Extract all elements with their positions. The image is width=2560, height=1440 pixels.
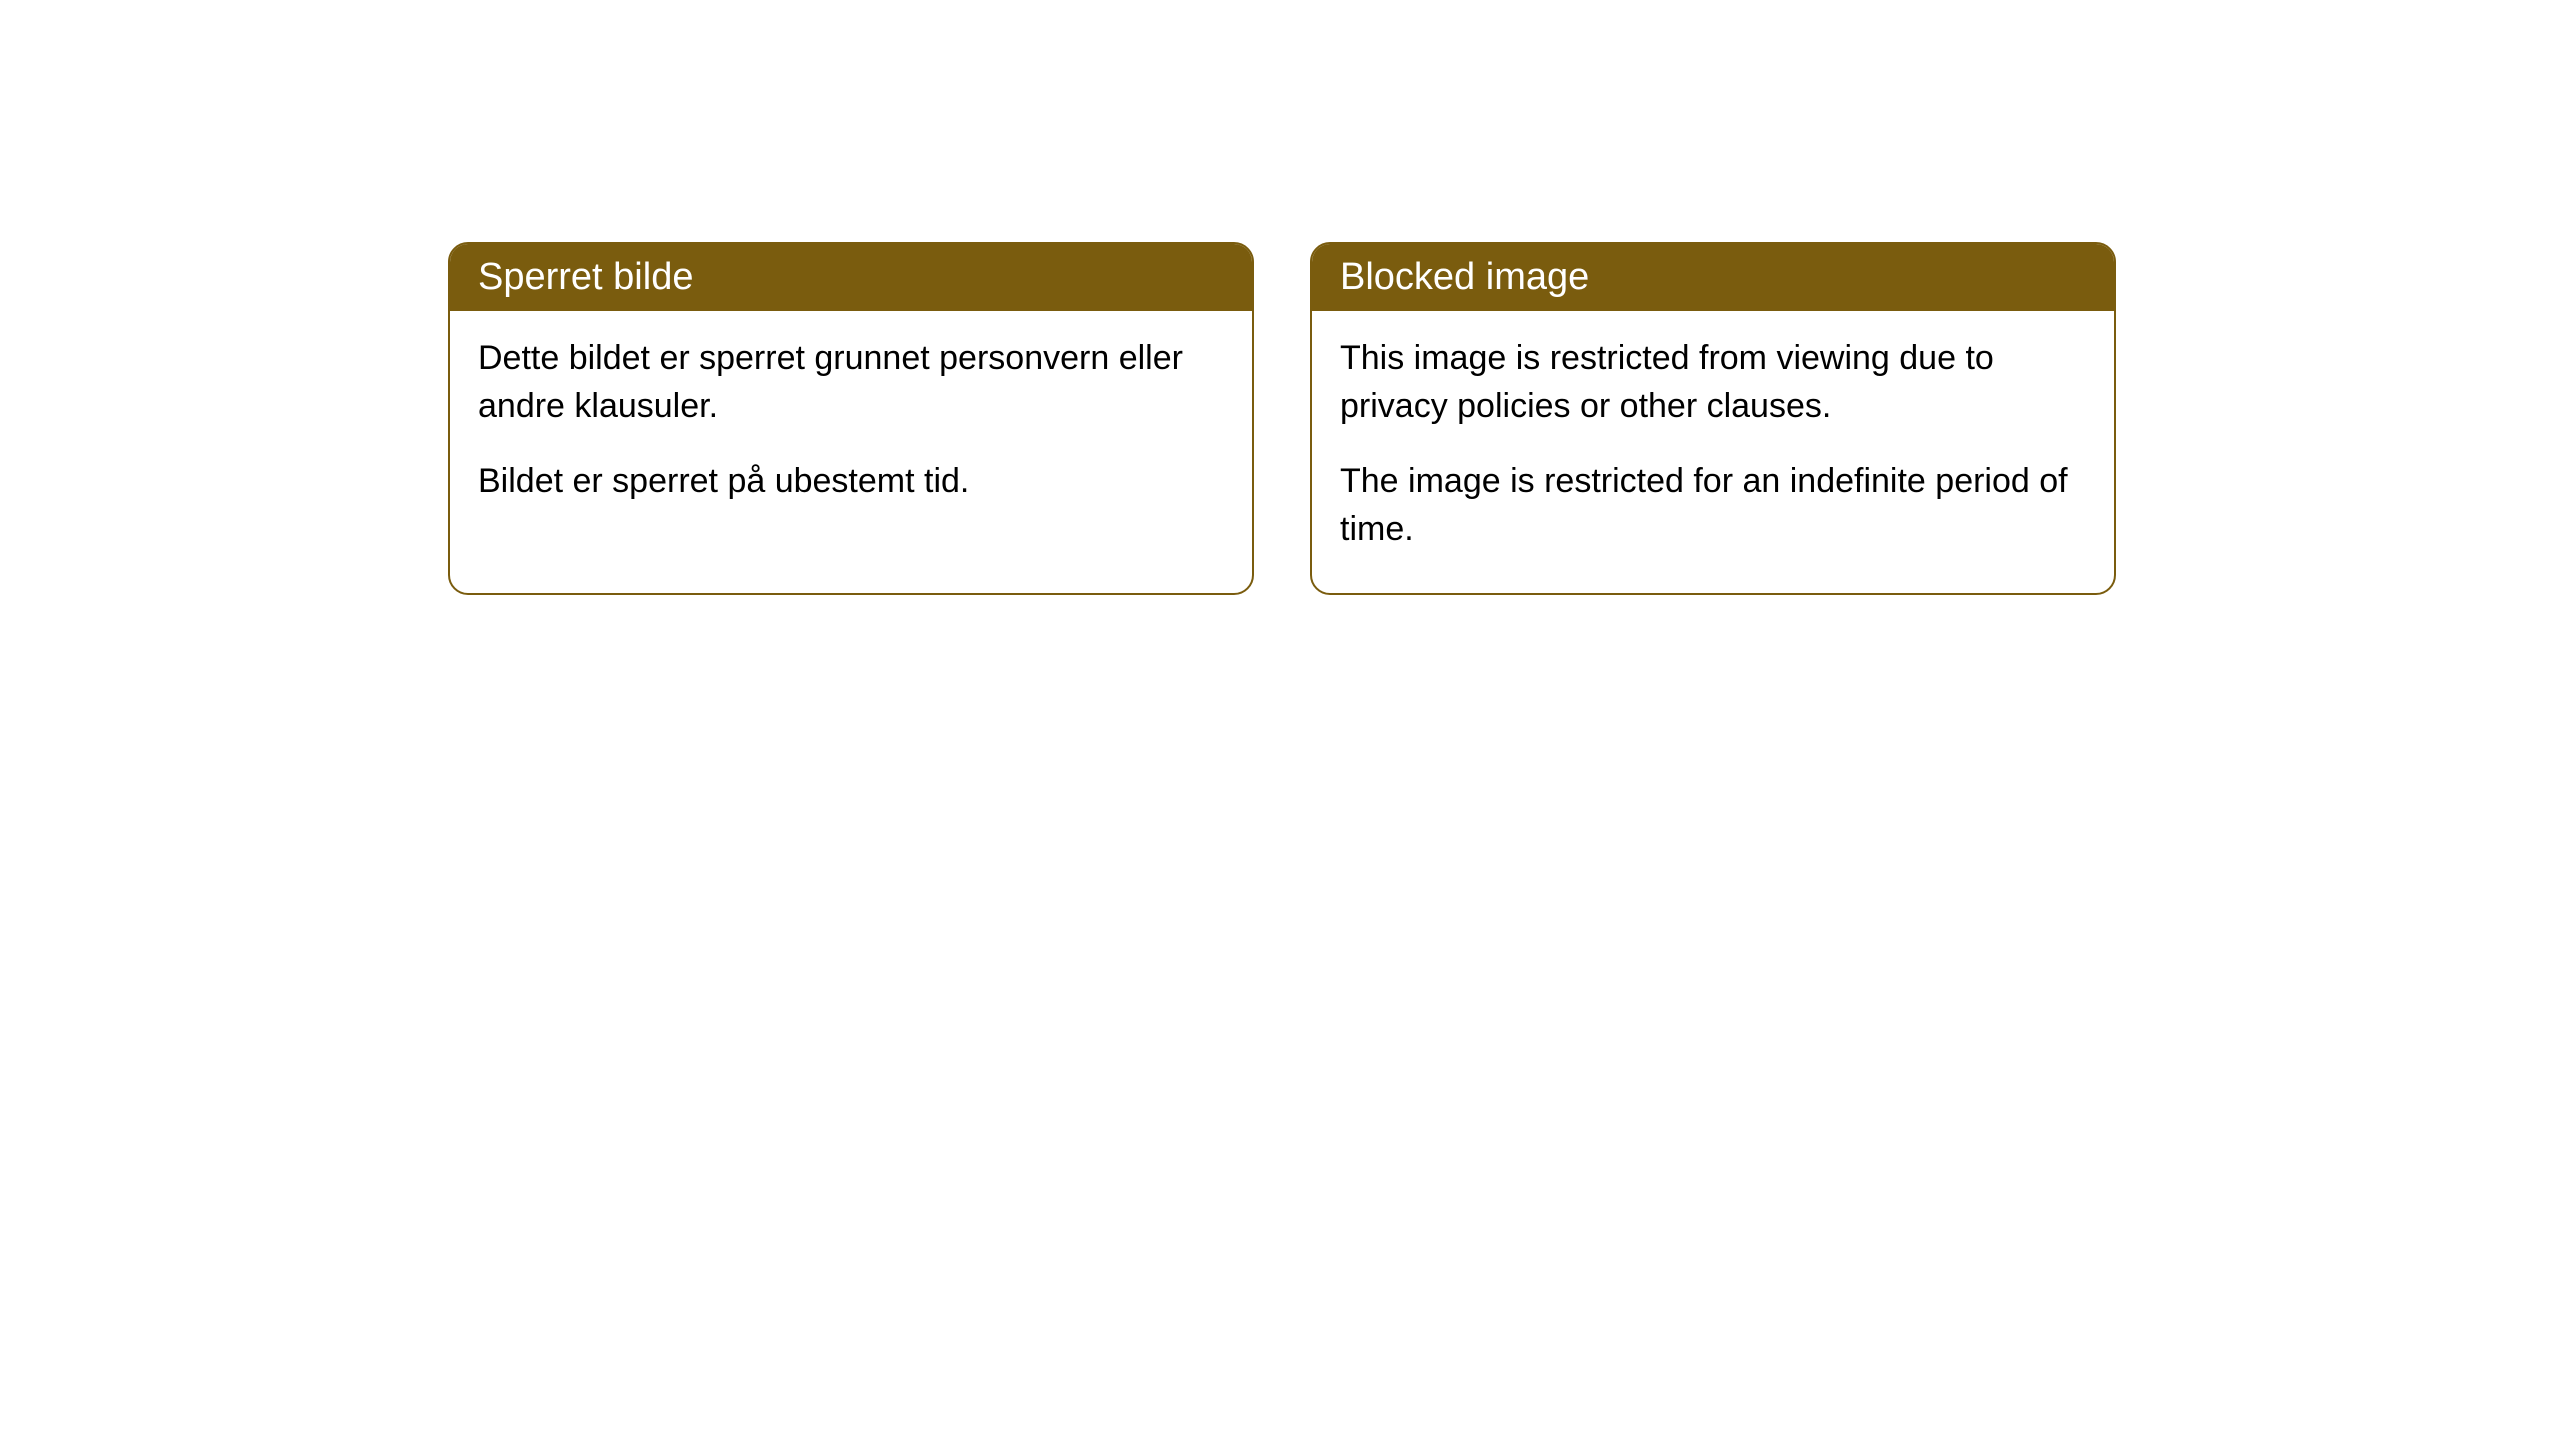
card-paragraph-1: This image is restricted from viewing du… [1340,335,2086,430]
notice-card-english: Blocked image This image is restricted f… [1310,242,2116,595]
card-header: Blocked image [1312,244,2114,311]
card-body: Dette bildet er sperret grunnet personve… [450,311,1252,546]
card-paragraph-2: Bildet er sperret på ubestemt tid. [478,458,1224,506]
card-title: Sperret bilde [478,256,693,298]
card-paragraph-2: The image is restricted for an indefinit… [1340,458,2086,553]
card-paragraph-1: Dette bildet er sperret grunnet personve… [478,335,1224,430]
card-header: Sperret bilde [450,244,1252,311]
card-title: Blocked image [1340,256,1589,298]
notice-container: Sperret bilde Dette bildet er sperret gr… [0,0,2560,595]
card-body: This image is restricted from viewing du… [1312,311,2114,593]
notice-card-norwegian: Sperret bilde Dette bildet er sperret gr… [448,242,1254,595]
